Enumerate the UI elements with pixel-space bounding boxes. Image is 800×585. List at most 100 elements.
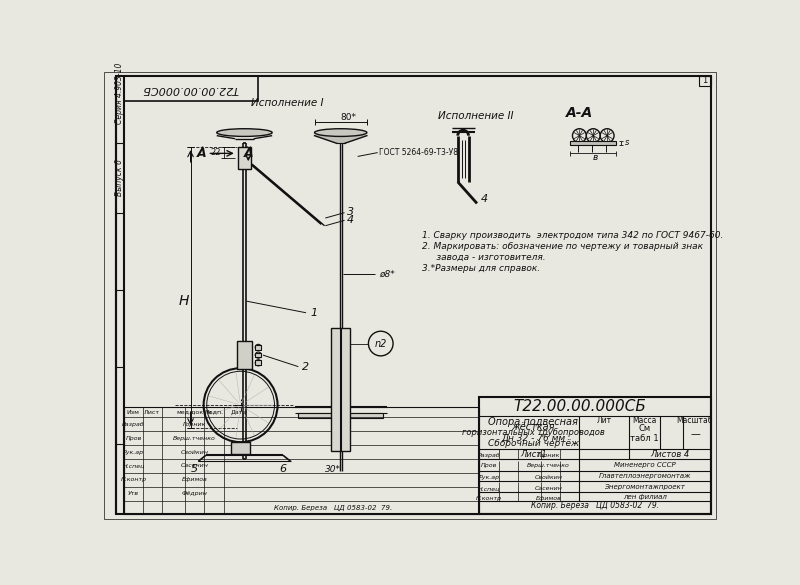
- Text: См
табл 1: См табл 1: [630, 424, 658, 443]
- Text: 3: 3: [347, 207, 354, 217]
- Bar: [255, 353, 262, 357]
- Text: А-А: А-А: [566, 105, 593, 119]
- Text: Разраб: Разраб: [478, 453, 501, 459]
- Text: Разраб: Разраб: [122, 422, 145, 427]
- Text: 5: 5: [191, 464, 198, 474]
- Text: n2: n2: [374, 339, 387, 349]
- Text: Дн 32 - 76 мм: Дн 32 - 76 мм: [501, 433, 566, 443]
- Text: Масштаб: Масштаб: [677, 416, 713, 425]
- Text: Т22.00.00.000СБ: Т22.00.00.000СБ: [142, 84, 239, 94]
- Circle shape: [255, 345, 262, 350]
- Text: 1. Сварку производить  электродом типа 342 по ГОСТ 9467-60.: 1. Сварку производить электродом типа 34…: [422, 231, 723, 240]
- Text: Сборочный чертёж: Сборочный чертёж: [488, 439, 578, 448]
- Text: 4: 4: [481, 194, 488, 204]
- Polygon shape: [314, 136, 367, 143]
- Text: Ефимов: Ефимов: [536, 496, 562, 501]
- Ellipse shape: [217, 129, 272, 136]
- Text: Сасенин: Сасенин: [181, 463, 208, 469]
- Text: Верш.тченко: Верш.тченко: [527, 463, 570, 469]
- Bar: [570, 141, 616, 145]
- Text: Подп.: Подп.: [204, 410, 223, 415]
- Text: завода - изготовителя.: завода - изготовителя.: [422, 253, 545, 262]
- Text: Масса: Масса: [632, 416, 656, 425]
- Ellipse shape: [314, 129, 367, 136]
- Text: Дата: Дата: [231, 410, 247, 415]
- Text: мед.докум: мед.докум: [177, 410, 212, 415]
- Text: Копир. Береза   ЦД 0583-02  79.: Копир. Береза ЦД 0583-02 79.: [274, 504, 392, 511]
- Bar: [233, 447, 239, 452]
- Text: 6: 6: [279, 464, 286, 474]
- Text: Фёдрин: Фёдрин: [182, 491, 207, 496]
- Text: Н.контр: Н.контр: [121, 477, 146, 483]
- Text: лен филиал: лен филиал: [623, 494, 666, 500]
- Text: 22: 22: [210, 148, 221, 157]
- Text: Исполнение II: Исполнение II: [438, 111, 514, 122]
- Text: Рук.ар: Рук.ар: [123, 450, 144, 455]
- Text: Н.спец: Н.спец: [122, 463, 145, 469]
- Bar: [698, 75, 711, 85]
- Text: ø8*: ø8*: [379, 270, 394, 278]
- Text: А: А: [243, 147, 253, 160]
- Circle shape: [255, 352, 262, 358]
- Text: Горник: Горник: [537, 453, 560, 459]
- Bar: [123, 77, 258, 101]
- Text: жёсткая: жёсткая: [511, 422, 555, 432]
- Text: 1: 1: [702, 77, 707, 85]
- Text: H: H: [178, 294, 189, 308]
- Bar: [242, 447, 248, 452]
- Circle shape: [335, 400, 346, 411]
- Text: Энергомонтажпроект: Энергомонтажпроект: [605, 484, 686, 490]
- Text: 4: 4: [347, 215, 354, 225]
- Text: Листов 4: Листов 4: [650, 450, 690, 459]
- Text: Т22.00.00.000СБ: Т22.00.00.000СБ: [513, 399, 646, 414]
- Text: Сасенин: Сасенин: [534, 486, 562, 491]
- Text: Горник: Горник: [182, 422, 206, 427]
- Text: 1: 1: [310, 308, 318, 318]
- Bar: [479, 397, 711, 514]
- Circle shape: [255, 360, 262, 366]
- Text: Лист: Лист: [144, 410, 160, 415]
- Text: Копир. Береза   ЦД 0583-02  79.: Копир. Береза ЦД 0583-02 79.: [530, 501, 659, 510]
- Circle shape: [335, 331, 346, 341]
- Text: 30*: 30*: [325, 464, 341, 474]
- Bar: [123, 407, 479, 514]
- Text: Свойкин: Свойкин: [534, 475, 562, 480]
- Bar: [331, 328, 350, 452]
- Circle shape: [335, 362, 346, 372]
- Bar: [237, 341, 252, 369]
- Bar: [255, 345, 262, 350]
- Bar: [255, 360, 262, 365]
- Text: горизонтальных трубопроводов: горизонтальных трубопроводов: [462, 428, 605, 438]
- Text: 2. Маркировать: обозначение по чертежу и товарный знак: 2. Маркировать: обозначение по чертежу и…: [422, 242, 702, 251]
- Text: Пров: Пров: [126, 436, 142, 441]
- Text: Изм: Изм: [126, 410, 139, 415]
- Text: —: —: [690, 429, 700, 439]
- Text: А: А: [198, 147, 207, 160]
- Text: Исполнение I: Исполнение I: [250, 98, 323, 108]
- Text: Пров: Пров: [481, 463, 498, 469]
- Bar: [298, 413, 383, 418]
- Text: Ефимов: Ефимов: [182, 477, 207, 483]
- Text: Выпуск 6: Выпуск 6: [115, 160, 124, 197]
- Text: Опора подвесная: Опора подвесная: [488, 417, 578, 427]
- Bar: [238, 147, 250, 168]
- Text: в: в: [592, 153, 598, 163]
- Text: 3.*Размеры для справок.: 3.*Размеры для справок.: [422, 264, 540, 273]
- Text: Рук.ар: Рук.ар: [478, 475, 500, 480]
- Text: Свойкин: Свойкин: [180, 450, 208, 455]
- Text: 80*: 80*: [341, 113, 357, 122]
- Text: Главтеплоэнергомонтаж: Главтеплоэнергомонтаж: [598, 473, 691, 479]
- Text: Утв: Утв: [128, 491, 139, 496]
- Text: Н.спец: Н.спец: [478, 486, 501, 491]
- Text: Серия 4.903-10: Серия 4.903-10: [115, 63, 124, 124]
- Text: Лит: Лит: [597, 416, 612, 425]
- Text: Лист1: Лист1: [520, 450, 546, 459]
- Text: Миненерго СССР: Миненерго СССР: [614, 462, 676, 468]
- Text: s: s: [625, 138, 630, 147]
- Bar: [231, 442, 250, 453]
- Text: Верш.тченко: Верш.тченко: [173, 436, 216, 441]
- Text: 2: 2: [302, 362, 309, 371]
- Circle shape: [335, 435, 346, 445]
- Text: Н.контр: Н.контр: [476, 496, 502, 501]
- Text: ГОСТ 5264-69-Т3-У8: ГОСТ 5264-69-Т3-У8: [379, 148, 458, 157]
